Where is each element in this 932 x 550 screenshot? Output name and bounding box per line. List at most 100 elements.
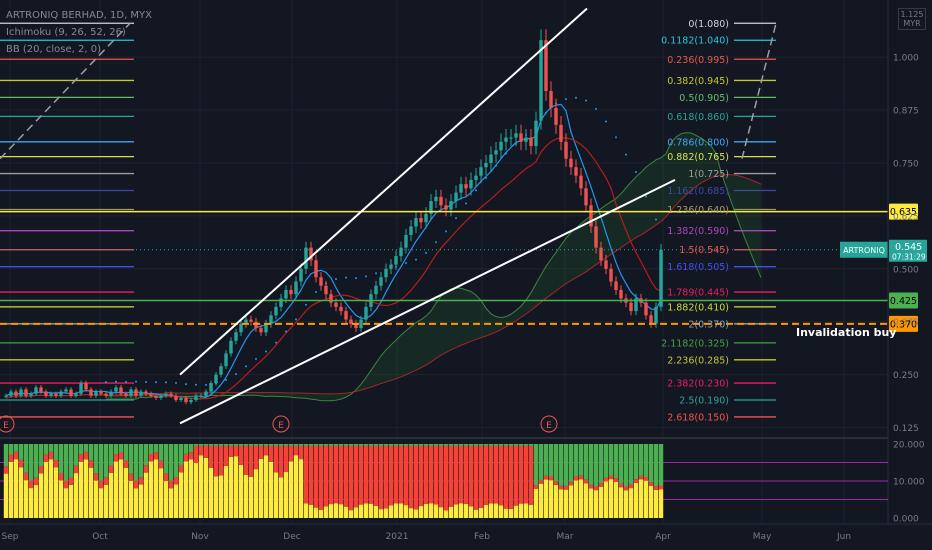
osc-bar-yellow [603,481,609,518]
candle [514,124,518,147]
ichimoku-legend[interactable]: Ichimoku (9, 26, 52, 26) [6,27,126,38]
osc-bar [173,444,179,518]
candle-body [304,247,308,269]
osc-bar [143,444,149,518]
candle-body [444,205,448,210]
candle-body [4,395,8,397]
osc-bar-green [53,444,59,461]
osc-bar-green [63,444,69,481]
osc-bar [223,444,229,518]
osc-bar [98,444,104,518]
osc-bar-green [513,444,519,446]
candle-body [229,340,233,354]
osc-bar-green [468,444,474,446]
osc-bar-red [18,459,24,468]
candle-body [159,395,163,398]
bb-upper-dot [565,98,567,101]
osc-bar [243,444,249,518]
x-tick-9: Jun [836,532,851,542]
candle [109,389,113,398]
osc-bar-yellow [123,467,129,518]
time-axis[interactable]: Sep Oct Nov Dec 2021 Feb Mar Apr May Jun [0,523,932,542]
osc-bar-green [268,444,274,446]
osc-bar [138,444,144,518]
bb-upper-dot [655,218,657,221]
osc-bar-red [203,445,209,458]
candle [234,328,238,345]
osc-bar-green [623,444,629,487]
candle [64,387,68,394]
candle [129,387,133,398]
oscillator-pane: 20.000 10.000 0.000 [0,437,925,525]
fib-label-10: 1.236(0.640) [667,205,729,216]
candle-body [284,289,288,299]
osc-bar-red [183,453,189,462]
osc-bar-red [498,445,504,506]
osc-bar-red [458,445,464,504]
osc-bar [423,444,429,518]
osc-bar-yellow [408,508,414,518]
osc-bar-yellow [198,455,204,518]
osc-bar-red [648,482,654,486]
dashed-projection-left [0,22,131,160]
y-tick-3: 0.625 [893,212,919,222]
x-tick-2: Nov [191,532,209,542]
candle-body [449,201,453,210]
candle-body [659,249,663,307]
osc-bar-yellow [433,504,439,518]
candle-body [44,391,48,396]
osc-bar-red [383,445,389,509]
candle [134,387,138,398]
candle-body [64,389,68,392]
osc-bar [313,444,319,518]
osc-bar-green [553,444,559,482]
candle-body [259,328,263,333]
osc-bar-yellow [258,458,264,518]
osc-bar-red [293,445,299,456]
osc-bar [618,444,624,518]
trendlines[interactable] [0,7,777,425]
candle [604,254,608,275]
osc-bar-red [278,445,284,478]
symbol-legend[interactable]: ARTRONIQ BERHAD, 1D, MYX [6,10,153,21]
osc-bar-red [628,484,634,489]
osc-bar-red [438,445,444,508]
osc-bar-green [438,444,444,446]
osc-bar-green [353,444,359,446]
osc-bar-green [653,444,659,487]
price-axis[interactable]: 1.000 0.875 0.750 0.625 0.500 0.375 0.250 0.125 [887,0,919,524]
candle-body [599,247,603,261]
osc-bar-red [343,445,349,507]
osc-bar [123,444,129,518]
osc-bar [403,444,409,518]
candle [524,129,528,151]
osc-bar-yellow [263,455,269,518]
osc-bar-yellow [453,504,459,518]
osc-bar-red [403,445,409,506]
osc-bar [193,444,199,518]
osc-bar-yellow [448,506,454,518]
bb-upper-dot [145,381,147,384]
osc-bar [568,444,574,518]
candle [464,176,468,196]
event-marker-1: E [278,421,284,431]
candle [444,198,448,217]
osc-bar-green [418,444,424,446]
osc-bar-yellow [188,459,194,518]
candle [554,98,558,134]
osc-bar-yellow [78,461,84,518]
osc-bar-yellow [573,480,579,518]
osc-tick-1: 10.000 [893,478,925,488]
candle [424,207,428,229]
osc-bar-red [488,445,494,504]
bb-legend[interactable]: BB (20, close, 2, 0) [6,44,101,55]
candle-body [514,133,518,138]
currency-badge[interactable]: 1.125 MYR [898,8,926,30]
osc-bar-yellow [73,473,79,518]
bb-upper-dot [545,111,547,114]
osc-bar-red [658,485,664,490]
candle-body [209,383,213,392]
